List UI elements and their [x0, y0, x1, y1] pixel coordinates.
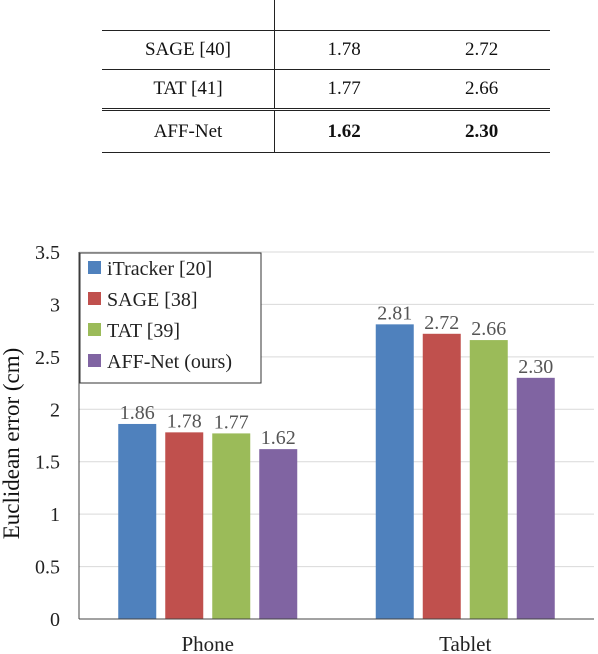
y-tick-label: 0.5	[35, 557, 60, 579]
data-label: 1.77	[214, 411, 249, 433]
table-row: SAGE [40] 1.78 2.72	[102, 30, 550, 70]
legend-entry: AFF-Net (ours)	[107, 351, 232, 373]
legend-entry: SAGE [38]	[107, 289, 198, 311]
bar	[516, 377, 555, 619]
table-row	[102, 0, 550, 31]
bar	[212, 433, 251, 619]
x-tick-label: Tablet	[439, 632, 491, 654]
method-cell: AFF-Net	[102, 109, 275, 153]
method-cell: TAT [41]	[102, 69, 275, 110]
y-tick-label: 3	[50, 294, 60, 316]
data-labels: 1.86 1.78 1.77 1.62 2.81 2.72 2.66 2.30	[120, 302, 554, 449]
x-tick-label: Phone	[182, 632, 235, 654]
method-cell	[102, 0, 275, 31]
phone-error-cell: 1.77	[327, 78, 361, 99]
legend-swatch	[88, 354, 101, 367]
tablet-error-cell: 2.30	[465, 120, 499, 142]
data-label: 2.66	[471, 318, 506, 340]
data-label: 1.86	[120, 402, 155, 424]
legend-swatch	[88, 292, 101, 305]
legend: iTracker [20] SAGE [38] TAT [39] AFF-Net (o…	[79, 252, 262, 384]
axes: 0 0.5 1 1.5 2 2.5 3 3.5 Phone Tablet Euclidean err…	[0, 242, 594, 654]
legend-box	[79, 252, 262, 384]
y-tick-label: 1.5	[35, 452, 60, 474]
bar	[118, 423, 157, 619]
y-tick-label: 3.5	[35, 242, 60, 264]
tablet-error-cell	[413, 0, 550, 31]
table-row: TAT [41] 1.77 2.66	[102, 69, 550, 110]
phone-error-cell	[275, 0, 414, 31]
bar-chart: 1.86 1.78 1.77 1.62 2.81 2.72 2.66 2.30 0 0.5 1 1.…	[0, 242, 594, 654]
method-cell: SAGE [40]	[102, 30, 275, 70]
bar	[422, 333, 461, 619]
data-label: 2.30	[518, 356, 553, 378]
y-tick-label: 0	[50, 609, 60, 631]
data-label: 1.78	[167, 410, 202, 432]
bar	[165, 432, 204, 619]
results-table: SAGE [40] 1.78 2.72 TAT [41] 1.77 2.66 A…	[102, 0, 550, 153]
data-label: 1.62	[261, 427, 296, 449]
legend-swatch	[88, 261, 101, 274]
tablet-error-cell: 2.66	[465, 78, 499, 99]
phone-error-cell: 1.62	[327, 120, 361, 142]
data-label: 2.81	[377, 302, 412, 324]
tablet-error-cell: 2.72	[465, 39, 499, 60]
phone-error-cell: 1.78	[327, 39, 361, 60]
y-tick-label: 1	[50, 504, 60, 526]
legend-swatch	[88, 323, 101, 336]
bar	[469, 340, 508, 619]
bars	[118, 324, 555, 619]
y-tick-label: 2	[50, 399, 60, 421]
legend-entry: TAT [39]	[107, 320, 180, 342]
legend-entry: iTracker [20]	[107, 258, 212, 280]
y-axis-label: Euclidean error (cm)	[0, 348, 24, 540]
data-label: 2.72	[424, 312, 459, 334]
bar	[375, 324, 414, 619]
y-tick-label: 2.5	[35, 347, 60, 369]
bar	[259, 449, 298, 619]
table-row: AFF-Net 1.62 2.30	[102, 109, 550, 153]
